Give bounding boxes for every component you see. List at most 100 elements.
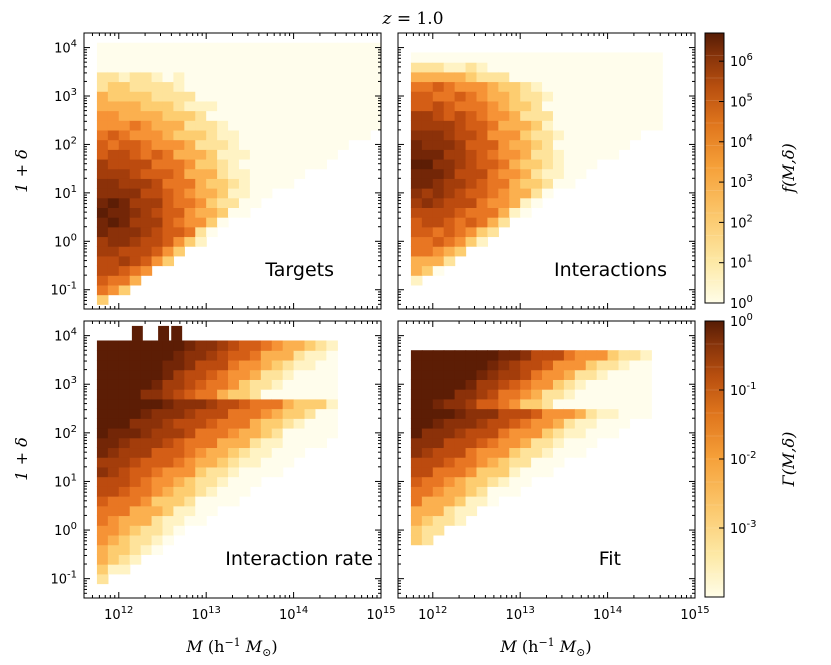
heatmap-cell (217, 350, 229, 361)
heatmap-cell (173, 62, 185, 73)
heatmap-cell (195, 359, 207, 371)
heatmap-cell (293, 447, 306, 458)
heatmap-cell (184, 217, 196, 228)
heatmap-cell (487, 149, 499, 160)
heatmap-cell (421, 158, 434, 170)
heatmap-cell (249, 158, 262, 170)
heatmap-cell (596, 81, 609, 92)
heatmap-cell (585, 369, 598, 380)
heatmap-cell (217, 466, 229, 478)
panel-label: Interaction rate (225, 548, 373, 570)
heatmap-cell (129, 275, 142, 286)
heatmap-cell (140, 207, 153, 218)
colorbar-tick-label: 10-1 (730, 381, 757, 399)
heatmap-cell (531, 437, 543, 449)
heatmap-cell (228, 427, 240, 439)
heatmap-cell (348, 52, 360, 63)
heatmap-cell (162, 447, 175, 458)
heatmap-cell (552, 418, 565, 429)
heatmap-cell (151, 437, 164, 449)
heatmap-cell (260, 52, 273, 63)
heatmap-cell (574, 447, 587, 458)
heatmap-cell (629, 81, 641, 92)
heatmap-cell (476, 217, 489, 228)
heatmap-cell (454, 350, 467, 361)
heatmap-cell (454, 418, 467, 429)
heatmap-cell (238, 158, 251, 170)
heatmap-cell (454, 197, 467, 208)
heatmap-cell (359, 110, 371, 121)
heatmap-cell (96, 573, 109, 585)
heatmap-cell (151, 120, 164, 131)
heatmap-cell (195, 226, 207, 238)
heatmap-cell (118, 505, 131, 517)
heatmap-cell (162, 350, 175, 361)
heatmap-cell (596, 100, 609, 112)
heatmap-cell (184, 42, 196, 54)
heatmap-cell (195, 437, 207, 449)
heatmap-cell (206, 447, 218, 458)
heatmap-cell (520, 369, 532, 380)
heatmap-cell (96, 81, 109, 92)
heatmap-cell (282, 100, 295, 112)
heatmap-cell (107, 525, 120, 536)
heatmap-cell (585, 100, 598, 112)
heatmap-cell (640, 110, 652, 121)
heatmap-cell (304, 129, 317, 141)
heatmap-cell (531, 110, 543, 121)
heatmap-cell (629, 110, 641, 121)
heatmap-cell (498, 149, 510, 160)
heatmap-cell (304, 427, 317, 439)
heatmap-cell (195, 100, 207, 112)
heatmap-cell (520, 437, 532, 449)
heatmap-cell (162, 42, 175, 54)
heatmap-cell (520, 359, 532, 371)
heatmap-cell (326, 418, 338, 429)
heatmap-cell (249, 457, 262, 468)
heatmap-cell (465, 418, 478, 429)
heatmap-cell (487, 100, 499, 112)
heatmap-cell (465, 71, 478, 83)
heatmap-cell (151, 408, 164, 419)
heatmap-cell (271, 418, 284, 429)
heatmap-cell (184, 149, 196, 160)
heatmap-cell (271, 149, 284, 160)
heatmap-cell (107, 217, 120, 228)
heatmap-cell (118, 379, 131, 390)
heatmap-cell (228, 81, 240, 92)
heatmap-cell (421, 466, 434, 478)
heatmap-cell (498, 427, 510, 439)
heatmap-cell (282, 418, 295, 429)
heatmap-cell (129, 496, 142, 507)
heatmap-cell (348, 71, 360, 83)
heatmap-cell (410, 100, 423, 112)
heatmap-cell (304, 389, 317, 400)
heatmap-cell (432, 52, 445, 63)
heatmap-cell (542, 447, 554, 458)
heatmap-cell (476, 158, 489, 170)
heatmap-cell (173, 340, 185, 351)
heatmap-cell (96, 457, 109, 468)
heatmap-cell (107, 418, 120, 429)
heatmap-cell (173, 226, 185, 238)
heatmap-cell (410, 505, 423, 517)
heatmap-cell (640, 359, 652, 371)
heatmap-cell (173, 369, 185, 380)
heatmap-cell (162, 158, 175, 170)
heatmap-cell (228, 437, 240, 449)
heatmap-cell (585, 398, 598, 410)
heatmap-cell (162, 515, 175, 526)
heatmap-cell (206, 100, 218, 112)
heatmap-cell (162, 207, 175, 218)
heatmap-cell (421, 476, 434, 487)
heatmap-cell (96, 129, 109, 141)
heatmap-cell (118, 340, 131, 351)
heatmap-cell (509, 418, 521, 429)
heatmap-cell (443, 255, 456, 267)
heatmap-cell (476, 496, 489, 507)
heatmap-cell (129, 476, 142, 487)
colorbar-tick-label: 100 (730, 312, 753, 330)
heatmap-cell (140, 129, 153, 141)
heatmap-cell (410, 350, 423, 361)
heatmap-cell (542, 100, 554, 112)
